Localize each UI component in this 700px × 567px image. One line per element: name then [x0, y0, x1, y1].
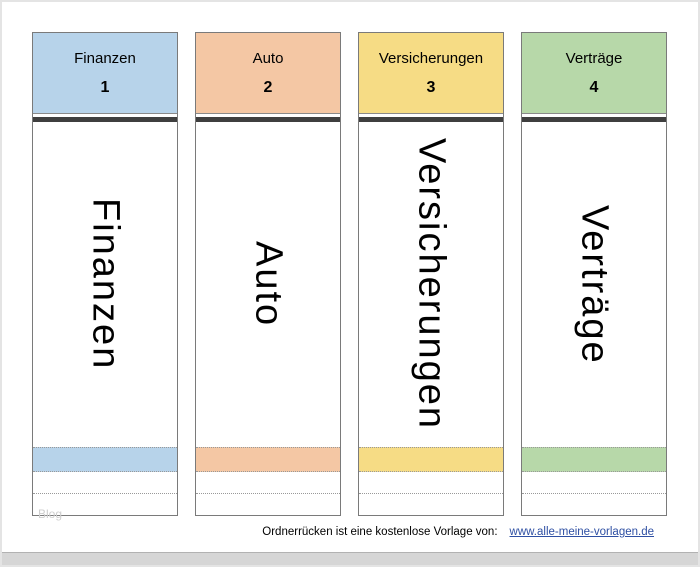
vorlagen-link[interactable]: www.alle-meine-vorlagen.de	[509, 526, 654, 538]
label-header: Finanzen 1	[33, 33, 177, 114]
label-blank-row	[522, 472, 666, 494]
label-body: Auto	[196, 122, 340, 447]
label-blank-row	[359, 494, 503, 515]
label-color-band	[522, 447, 666, 472]
blog-watermark: Blog	[38, 507, 63, 521]
label-header: Verträge 4	[522, 33, 666, 114]
label-header: Versicherungen 3	[359, 33, 503, 114]
label-body: Finanzen	[33, 122, 177, 447]
label-body: Verträge	[522, 122, 666, 447]
divider-gap	[359, 114, 503, 117]
label-body: Versicherungen	[359, 122, 503, 447]
label-divider	[359, 117, 503, 122]
label-divider	[196, 117, 340, 122]
label-blank-row	[359, 472, 503, 494]
label-number: 3	[426, 78, 436, 96]
folder-spine-label: Verträge 4 Verträge	[521, 32, 667, 516]
spine-vertical-text: Finanzen	[84, 198, 127, 371]
spine-vertical-text: Auto	[247, 241, 290, 328]
label-blank-row	[522, 494, 666, 515]
footer-note: Ordnerrücken ist eine kostenlose Vorlage…	[262, 526, 498, 538]
folder-spine-label: Versicherungen 3 Versicherungen	[358, 32, 504, 516]
label-color-band	[359, 447, 503, 472]
label-number: 1	[100, 78, 110, 96]
label-blank-row	[33, 472, 177, 494]
label-color-band	[196, 447, 340, 472]
label-title: Finanzen	[74, 49, 136, 67]
divider-gap	[196, 114, 340, 117]
folder-spine-labels: Finanzen 1 Finanzen Auto 2 Auto	[32, 32, 667, 516]
label-title: Verträge	[565, 49, 623, 67]
spine-vertical-text: Versicherungen	[410, 138, 453, 431]
label-number: 2	[263, 78, 273, 96]
spine-vertical-text: Verträge	[573, 204, 616, 365]
label-title: Versicherungen	[378, 49, 484, 67]
label-blank-row	[33, 494, 177, 515]
bottom-strip	[2, 552, 698, 565]
label-blank-row	[196, 472, 340, 494]
folder-spine-label: Auto 2 Auto	[195, 32, 341, 516]
divider-gap	[33, 114, 177, 117]
label-divider	[33, 117, 177, 122]
footer: Ordnerrücken ist eine kostenlose Vorlage…	[2, 526, 654, 538]
label-header: Auto 2	[196, 33, 340, 114]
label-title: Auto	[252, 49, 284, 67]
label-color-band	[33, 447, 177, 472]
label-divider	[522, 117, 666, 122]
label-blank-row	[196, 494, 340, 515]
folder-spine-label: Finanzen 1 Finanzen	[32, 32, 178, 516]
divider-gap	[522, 114, 666, 117]
label-number: 4	[589, 78, 599, 96]
